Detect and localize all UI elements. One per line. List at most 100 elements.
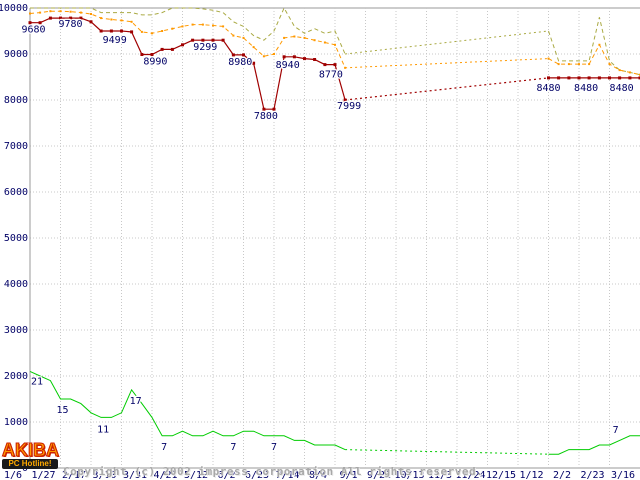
low-price-red-marker: [59, 16, 62, 20]
low-price-red-marker: [130, 30, 134, 34]
mid-price-orange-marker: [588, 63, 591, 66]
x-axis-label: 7/14: [275, 470, 299, 480]
low-price-red-marker: [262, 107, 266, 111]
x-axis-label: 3/16: [611, 470, 635, 480]
value-label: 15: [56, 405, 68, 416]
y-axis-label: 9000: [4, 49, 28, 60]
low-price-red-line: [30, 17, 346, 110]
mid-price-orange-marker: [110, 18, 113, 21]
y-axis-label: 1000: [4, 417, 28, 428]
low-price-red-marker: [547, 76, 550, 80]
x-axis-label: 4/21: [153, 470, 177, 480]
shop-count-green-connector: [345, 449, 549, 455]
value-label: 9299: [193, 42, 217, 53]
mid-price-orange-connector: [345, 58, 549, 69]
low-price-red-marker: [608, 76, 611, 80]
x-axis-label: 11/24: [455, 470, 485, 480]
value-label: 8480: [574, 83, 598, 94]
low-price-red-marker: [28, 21, 32, 25]
mid-price-orange-marker: [578, 63, 580, 66]
mid-price-orange-marker: [212, 24, 214, 27]
mid-price-orange-marker: [262, 55, 265, 58]
shop-count-green-line: [548, 435, 640, 455]
mid-price-orange-marker: [29, 12, 31, 15]
mid-price-orange-marker: [283, 36, 286, 39]
mid-price-orange-marker: [334, 43, 336, 46]
low-price-red-marker: [221, 38, 225, 42]
low-price-red-marker: [160, 47, 164, 51]
low-price-red-marker: [333, 63, 337, 67]
x-axis-label: 11/3: [428, 470, 452, 480]
mid-price-orange-marker: [79, 11, 82, 14]
mid-price-orange-marker: [222, 25, 225, 28]
mid-price-orange-marker: [181, 25, 184, 28]
value-label: 8480: [610, 83, 634, 94]
high-price-khaki-line: [548, 17, 640, 76]
value-label: 8940: [276, 60, 300, 71]
value-label: 7999: [337, 101, 361, 112]
x-axis-label: 10/13: [394, 470, 424, 480]
value-label: 7: [230, 442, 236, 453]
x-axis-label: 2/17: [62, 470, 86, 480]
y-axis-label: 6000: [4, 187, 28, 198]
low-price-red-marker: [628, 76, 632, 80]
low-price-red-marker: [597, 76, 601, 80]
low-price-red-marker: [181, 43, 184, 47]
x-axis-label: 3/10: [92, 470, 116, 480]
mid-price-orange-marker: [151, 32, 153, 35]
value-label: 9499: [103, 35, 127, 46]
x-axis-label: 6/2: [217, 470, 235, 480]
x-axis-label: 8/4: [309, 470, 327, 480]
mid-price-orange-marker: [120, 19, 123, 22]
x-axis-label: 1/6: [4, 470, 22, 480]
value-label: 8990: [143, 57, 167, 68]
mid-price-orange-marker: [100, 17, 103, 20]
low-price-red-marker: [150, 53, 154, 56]
mid-price-orange-marker: [303, 36, 306, 39]
low-price-red-marker: [79, 16, 83, 20]
x-axis-label: 12/15: [486, 470, 516, 480]
mid-price-orange-marker: [273, 53, 275, 55]
value-label: 7: [613, 425, 619, 436]
mid-price-orange-marker: [59, 10, 62, 13]
low-price-red-marker: [89, 20, 93, 24]
x-axis-label: 1/27: [31, 470, 55, 480]
high-price-khaki-line: [30, 6, 346, 55]
mid-price-orange-marker: [161, 30, 164, 32]
low-price-red-marker: [557, 76, 561, 80]
copyright-line-1: Copyright (c) 2002 impress corporation A…: [63, 465, 484, 478]
x-axis-label: 2/23: [580, 470, 604, 480]
y-axis-label: 4000: [4, 279, 28, 290]
x-axis-label: 2/2: [553, 470, 571, 480]
value-label: 8770: [319, 70, 343, 81]
mid-price-orange-marker: [242, 36, 245, 39]
low-price-red-marker: [577, 76, 581, 80]
low-price-red-marker: [618, 76, 622, 80]
low-price-red-marker: [313, 58, 317, 61]
y-axis-label: 8000: [4, 95, 28, 106]
low-price-red-marker: [38, 21, 42, 25]
mid-price-orange-marker: [90, 13, 92, 15]
mid-price-orange-marker: [323, 41, 326, 44]
mid-price-orange-marker: [618, 69, 621, 72]
low-price-red-marker: [242, 53, 245, 57]
mid-price-orange-marker: [171, 27, 174, 30]
x-axis-label: 3/31: [123, 470, 147, 480]
x-axis-label: 6/23: [245, 470, 269, 480]
y-axis-label: 3000: [4, 325, 28, 336]
low-price-red-marker: [323, 63, 327, 67]
mid-price-orange-marker: [39, 11, 42, 14]
mid-price-orange-marker: [130, 20, 133, 23]
akiba-logo-text: AKIBA: [1, 440, 59, 460]
y-axis-label: 5000: [4, 233, 28, 244]
low-price-red-marker: [191, 38, 195, 42]
mid-price-orange-marker: [598, 43, 601, 46]
value-label: 11: [97, 424, 109, 435]
mid-price-orange-marker: [608, 63, 611, 66]
mid-price-orange-marker: [313, 39, 316, 42]
copyright-notice: Copyright (c) 2002 impress corporation A…: [63, 439, 483, 480]
low-price-red-marker: [109, 29, 113, 33]
low-price-red-marker: [120, 29, 123, 33]
mid-price-orange-line: [29, 10, 346, 69]
